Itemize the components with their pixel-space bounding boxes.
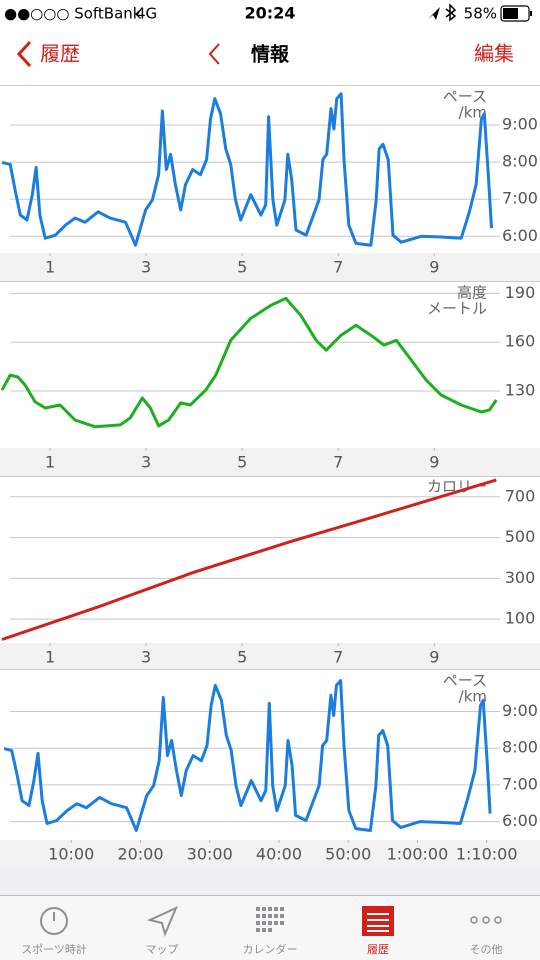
y-tick-label: 7:00 bbox=[502, 774, 538, 793]
x-axis-band bbox=[0, 448, 540, 476]
bluetooth-icon bbox=[445, 3, 457, 22]
x-tick-label: 5 bbox=[237, 648, 247, 667]
x-tick-label: 50:00 bbox=[325, 845, 371, 864]
y-axis-title: ペース bbox=[443, 88, 487, 106]
calendar-icon bbox=[256, 907, 284, 932]
x-tick-label: 40:00 bbox=[256, 845, 302, 864]
x-tick-label: 7 bbox=[333, 648, 343, 667]
y-tick-label: 6:00 bbox=[502, 226, 538, 245]
spacer bbox=[0, 868, 540, 895]
x-tick-label: 9 bbox=[429, 648, 439, 667]
x-axis-band bbox=[0, 643, 540, 669]
tab-label: スポーツ時計 bbox=[21, 942, 87, 956]
tab-label: その他 bbox=[470, 943, 503, 956]
x-tick-label: 20:00 bbox=[117, 845, 163, 864]
stopwatch-icon bbox=[40, 907, 68, 935]
tab[interactable]: カレンダー bbox=[243, 907, 298, 956]
x-tick-label: 9 bbox=[429, 453, 439, 472]
x-tick-label: 1 bbox=[45, 648, 55, 667]
y-tick-label: 6:00 bbox=[502, 811, 538, 830]
battery-level bbox=[503, 8, 518, 19]
y-axis-unit: メートル bbox=[427, 300, 487, 318]
x-tick-label: 3 bbox=[141, 258, 151, 277]
battery-tip bbox=[530, 11, 532, 16]
back-button[interactable]: 履歴 bbox=[16, 40, 80, 68]
x-tick-label: 7 bbox=[333, 453, 343, 472]
y-tick-label: 8:00 bbox=[502, 738, 538, 757]
data-line bbox=[1, 478, 497, 641]
tab-label: マップ bbox=[146, 943, 179, 956]
tab[interactable]: その他 bbox=[470, 916, 503, 956]
tab-label: 履歴 bbox=[367, 943, 389, 956]
tab-label: カレンダー bbox=[243, 942, 298, 956]
tab[interactable]: 履歴 bbox=[362, 906, 394, 956]
y-axis-unit: /km bbox=[459, 688, 487, 706]
status-bar: ●●○○○ SoftBank 4G 20:24 58% bbox=[4, 3, 532, 23]
x-tick-label: 1 bbox=[45, 453, 55, 472]
y-tick-label: 160 bbox=[505, 332, 536, 351]
x-tick-label: 30:00 bbox=[187, 845, 233, 864]
network: 4G bbox=[136, 5, 157, 23]
map-icon bbox=[147, 906, 178, 938]
battery-percent: 58% bbox=[464, 5, 497, 23]
y-tick-label: 100 bbox=[505, 609, 536, 628]
x-tick-label: 3 bbox=[141, 648, 151, 667]
tab[interactable]: スポーツ時計 bbox=[21, 907, 87, 956]
x-tick-label: 1:10:00 bbox=[456, 845, 518, 864]
y-tick-label: 300 bbox=[505, 568, 536, 587]
x-tick-label: 10:00 bbox=[48, 845, 94, 864]
x-tick-label: 9 bbox=[429, 258, 439, 277]
x-axis-band bbox=[0, 840, 540, 868]
y-tick-label: 7:00 bbox=[502, 189, 538, 208]
y-tick-label: 9:00 bbox=[502, 114, 538, 133]
y-tick-label: 190 bbox=[505, 283, 536, 302]
battery-icon bbox=[500, 5, 530, 22]
history-icon-lines bbox=[367, 913, 389, 932]
x-tick-label: 1:00:00 bbox=[387, 845, 449, 864]
x-tick-label: 1 bbox=[45, 258, 55, 277]
nav-bar: 履歴 情報 編集 bbox=[0, 40, 540, 86]
y-tick-label: 8:00 bbox=[502, 152, 538, 171]
y-axis-title: 高度 bbox=[457, 284, 487, 302]
y-axis-title: カロリー bbox=[427, 478, 487, 496]
edit-button[interactable]: 編集 bbox=[474, 42, 514, 66]
prev-chevron[interactable] bbox=[208, 43, 220, 65]
data-line bbox=[3, 679, 492, 832]
back-chevron bbox=[16, 40, 32, 68]
location-icon bbox=[428, 7, 440, 20]
data-line bbox=[1, 92, 493, 247]
clock: 20:24 bbox=[245, 4, 296, 23]
y-tick-label: 500 bbox=[505, 527, 536, 546]
y-tick-label: 130 bbox=[505, 381, 536, 400]
x-tick-label: 5 bbox=[237, 258, 247, 277]
back-label: 履歴 bbox=[40, 42, 80, 66]
carrier: ●●○○○ SoftBank bbox=[4, 5, 142, 23]
y-tick-label: 9:00 bbox=[502, 701, 538, 720]
data-line bbox=[0, 296, 498, 429]
x-tick-label: 5 bbox=[237, 453, 247, 472]
tab[interactable]: マップ bbox=[146, 906, 179, 956]
x-axis-band bbox=[0, 253, 540, 281]
y-axis-unit: /km bbox=[459, 104, 487, 122]
y-tick-label: 700 bbox=[505, 486, 536, 505]
y-axis-title: ペース bbox=[443, 672, 487, 690]
x-tick-label: 3 bbox=[141, 453, 151, 472]
nav-title: 情報 bbox=[251, 43, 290, 66]
x-tick-label: 7 bbox=[333, 258, 343, 277]
more-icon bbox=[470, 916, 502, 924]
